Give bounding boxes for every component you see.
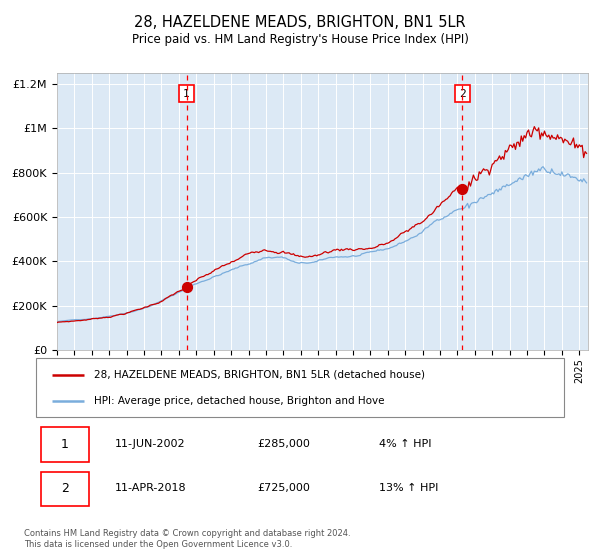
Text: 1: 1 bbox=[61, 437, 69, 451]
Text: 1: 1 bbox=[183, 88, 190, 99]
Point bbox=[458, 185, 467, 194]
Text: 4% ↑ HPI: 4% ↑ HPI bbox=[379, 439, 432, 449]
Text: £285,000: £285,000 bbox=[258, 439, 311, 449]
Text: £725,000: £725,000 bbox=[258, 483, 311, 493]
FancyBboxPatch shape bbox=[41, 472, 89, 506]
Text: 2: 2 bbox=[459, 88, 466, 99]
Text: Price paid vs. HM Land Registry's House Price Index (HPI): Price paid vs. HM Land Registry's House … bbox=[131, 32, 469, 46]
Text: HPI: Average price, detached house, Brighton and Hove: HPI: Average price, detached house, Brig… bbox=[94, 396, 385, 406]
Text: 2: 2 bbox=[61, 482, 69, 495]
Text: 28, HAZELDENE MEADS, BRIGHTON, BN1 5LR: 28, HAZELDENE MEADS, BRIGHTON, BN1 5LR bbox=[134, 15, 466, 30]
Text: Contains HM Land Registry data © Crown copyright and database right 2024.
This d: Contains HM Land Registry data © Crown c… bbox=[24, 529, 350, 549]
FancyBboxPatch shape bbox=[36, 358, 564, 417]
Text: 11-JUN-2002: 11-JUN-2002 bbox=[115, 439, 186, 449]
Text: 13% ↑ HPI: 13% ↑ HPI bbox=[379, 483, 439, 493]
Point bbox=[182, 282, 191, 291]
Text: 28, HAZELDENE MEADS, BRIGHTON, BN1 5LR (detached house): 28, HAZELDENE MEADS, BRIGHTON, BN1 5LR (… bbox=[94, 370, 425, 380]
Text: 11-APR-2018: 11-APR-2018 bbox=[115, 483, 187, 493]
FancyBboxPatch shape bbox=[41, 427, 89, 461]
